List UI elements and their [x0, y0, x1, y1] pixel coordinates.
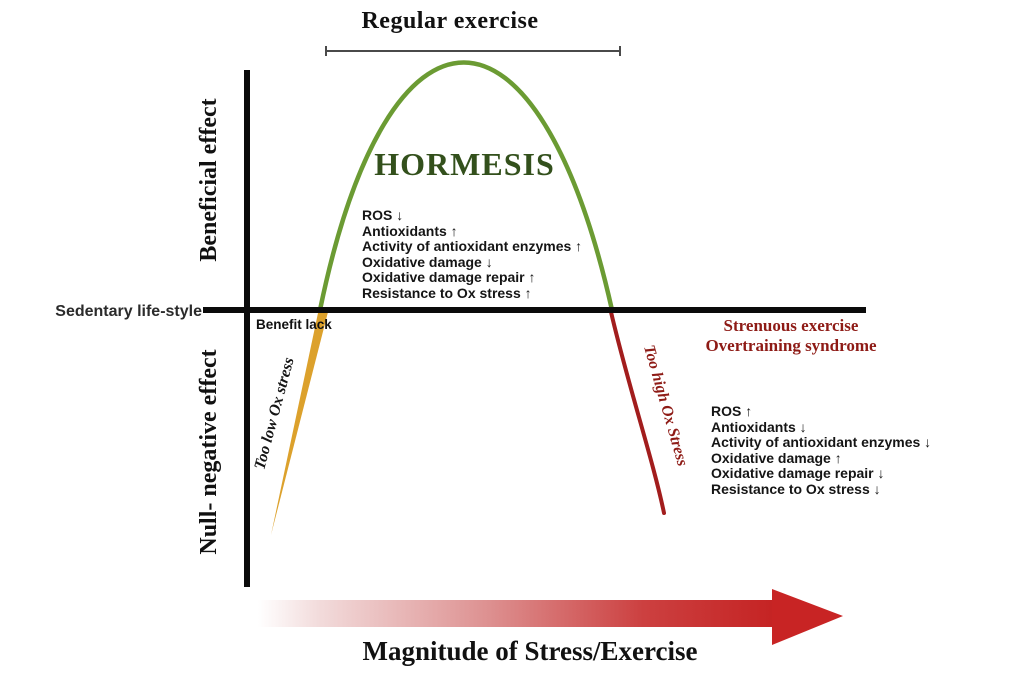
y-axis-label-beneficial: Beneficial effect [196, 98, 222, 262]
effect-item: Oxidative damage repair ↓ [711, 465, 885, 482]
magnitude-arrow-head [772, 589, 843, 645]
effect-item: Resistance to Ox stress ↑ [362, 284, 532, 301]
effect-item: Antioxidants ↑ [362, 222, 458, 239]
too-high-ox-stress-line [609, 310, 666, 515]
too-low-ox-stress-line [271, 312, 328, 535]
effect-item: Antioxidants ↓ [711, 418, 807, 435]
x-axis-line [203, 307, 866, 313]
effect-item: Activity of antioxidant enzymes ↑ [362, 238, 583, 255]
beneficial-effects-list: ROS ↓ Antioxidants ↑ Activity of antioxi… [362, 207, 583, 302]
effect-item: Resistance to Ox stress ↓ [711, 480, 881, 497]
regular-exercise-bracket [325, 46, 621, 56]
sedentary-lifestyle-label: Sedentary life-style [55, 303, 202, 320]
effect-item: ROS ↓ [362, 207, 404, 223]
effect-item: Oxidative damage ↑ [711, 449, 842, 466]
negative-effects-list: ROS ↑ Antioxidants ↓ Activity of antioxi… [711, 403, 932, 498]
effect-item: Oxidative damage ↓ [362, 253, 493, 270]
strenuous-line1: Strenuous exercise [723, 316, 859, 335]
magnitude-arrow-body [258, 600, 772, 627]
benefit-lack-label: Benefit lack [256, 317, 332, 332]
strenuous-line2: Overtraining syndrome [705, 336, 877, 355]
strenuous-exercise-label: Strenuous exercise Overtraining syndrome [676, 316, 906, 356]
effect-item: ROS ↑ [711, 403, 753, 419]
x-axis-title: Magnitude of Stress/Exercise [362, 636, 698, 666]
effect-item: Oxidative damage repair ↑ [362, 269, 536, 286]
regular-exercise-label: Regular exercise [361, 8, 539, 34]
hormesis-bell-curve [317, 60, 615, 313]
effect-item: Activity of antioxidant enzymes ↓ [711, 434, 932, 451]
hormesis-title: HORMESIS [374, 146, 555, 182]
y-axis-label-null-negative: Null- negative effect [196, 349, 222, 555]
y-axis-line [244, 70, 250, 587]
